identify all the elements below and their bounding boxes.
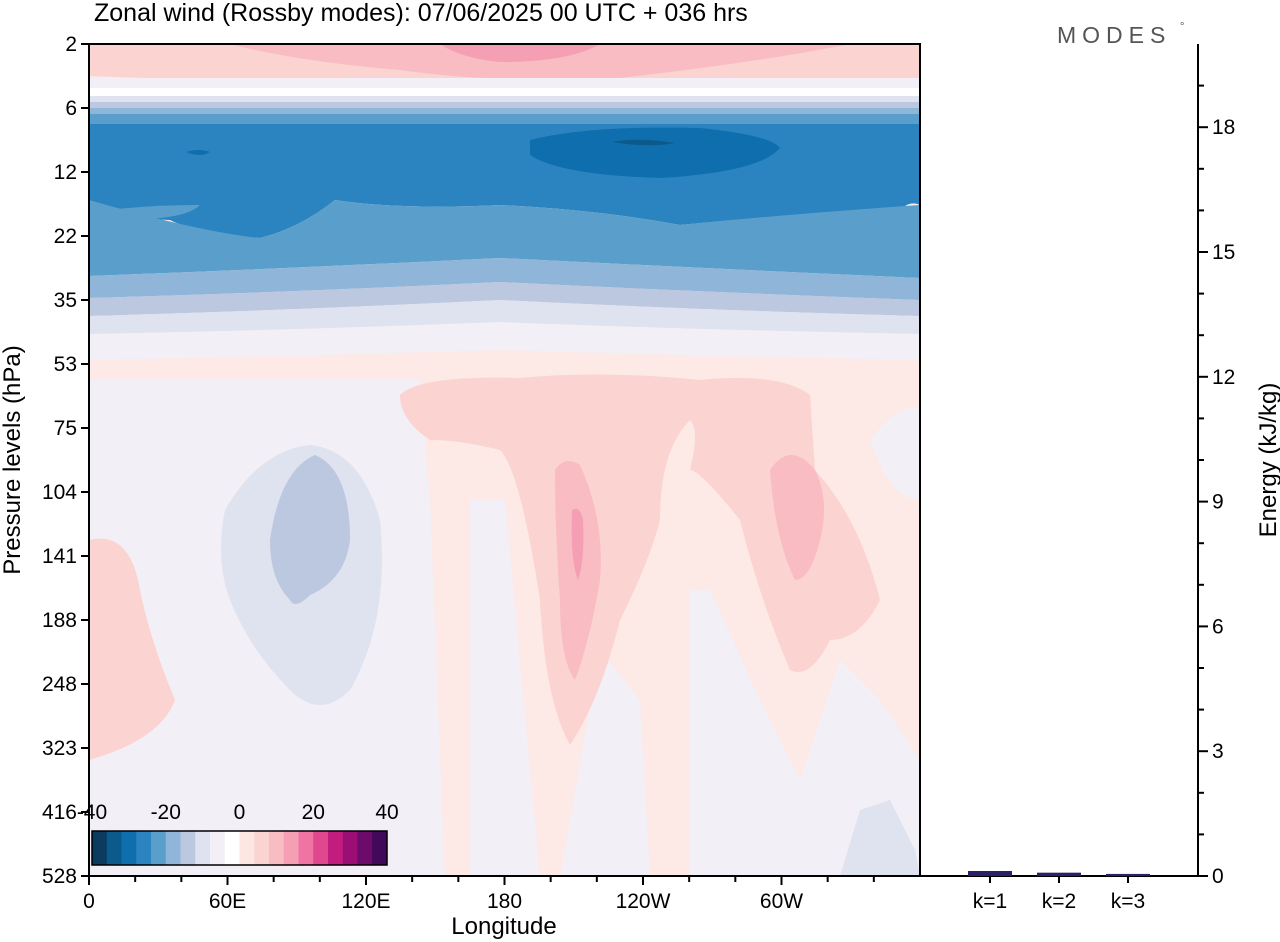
colorbar-swatch [136, 831, 152, 865]
field-jet-core [530, 127, 780, 178]
colorbar-swatch [313, 831, 329, 865]
colorbar-swatch [372, 831, 388, 865]
colorbar-swatch [180, 831, 196, 865]
zonal-wind-field [89, 44, 920, 876]
field-pos-inner-1 [571, 508, 584, 580]
field-band-4 [89, 102, 920, 108]
field-lower-lavender-5 [840, 800, 920, 876]
energy-bar [1106, 873, 1150, 876]
x-tick-label: 60E [209, 890, 246, 913]
colorbar-swatch [283, 831, 299, 865]
colorbar-tick-label: -20 [151, 801, 181, 824]
energy-tick-label: 15 [1212, 241, 1235, 264]
field-band-7 [89, 200, 920, 278]
y-axis-label: Pressure levels (hPa) [0, 345, 26, 574]
field-band-5 [89, 108, 920, 114]
y-tick-label: 416 [42, 801, 77, 824]
colorbar: -40 -20 0 20 40 [77, 801, 399, 866]
field-pos-top [230, 44, 850, 80]
colorbar-swatch [195, 831, 211, 865]
field-band-8 [89, 258, 920, 300]
colorbar-swatch [210, 831, 226, 865]
colorbar-swatch [224, 831, 240, 865]
field-band-9 [89, 282, 920, 316]
y-tick-label: 12 [54, 161, 77, 184]
modes-logo: MODES [1057, 22, 1171, 48]
field-lower-lavender-4 [690, 590, 920, 876]
energy-tick-label: 6 [1212, 615, 1224, 638]
colorbar-tick-label: 40 [375, 801, 398, 824]
energy-panel: 0 3 6 9 12 15 18 k=1 k=2 k=3 [919, 44, 1235, 913]
chart-title: Zonal wind (Rossby modes): 07/06/2025 00… [94, 0, 748, 27]
x-tick-label: 120W [616, 890, 671, 913]
colorbar-swatch [106, 831, 122, 865]
energy-tick-label: 3 [1212, 740, 1224, 763]
y-tick-label: 6 [65, 97, 77, 120]
energy-tick-label: 9 [1212, 491, 1224, 514]
field-left-pink [89, 538, 175, 760]
field-lower-lavender-3 [560, 650, 650, 876]
colorbar-tick-label: -40 [77, 801, 107, 824]
field-band-6 [89, 114, 920, 124]
y-tick-label: 141 [42, 545, 77, 568]
field-jet-core-inner [612, 139, 675, 146]
y-tick-label: 323 [42, 737, 77, 760]
colorbar-swatch [269, 831, 285, 865]
colorbar-swatch [342, 831, 358, 865]
field-band-11 [89, 322, 920, 360]
energy-tick-label: 0 [1212, 865, 1224, 888]
x-axis-label: Longitude [451, 913, 556, 940]
y-tick-label: 2 [65, 33, 77, 56]
field-pos-mid-2 [770, 455, 824, 580]
colorbar-swatch [254, 831, 270, 865]
energy-category-label: k=2 [1042, 890, 1076, 913]
field-band-10 [89, 300, 920, 334]
energy-bar [1037, 872, 1081, 876]
colorbar-swatch [151, 831, 167, 865]
energy-category-label: k=3 [1111, 890, 1145, 913]
x-axis: 0 60E 120E 180 120W 60W [83, 876, 875, 913]
field-band-1 [89, 78, 920, 88]
y-tick-label: 104 [42, 481, 77, 504]
y-tick-label: 528 [42, 865, 77, 888]
y-tick-label: 188 [42, 609, 77, 632]
y-tick-label: 22 [54, 225, 77, 248]
y-tick-label: 35 [54, 289, 77, 312]
colorbar-swatch [92, 831, 108, 865]
field-neg-inner [270, 455, 350, 604]
field-jet-blob-2 [186, 150, 210, 155]
colorbar-frame [91, 830, 388, 866]
field-band-2 [89, 88, 920, 96]
x-tick-label: 60W [760, 890, 803, 913]
logo-registered-mark: ° [1180, 21, 1184, 33]
colorbar-swatch [298, 831, 314, 865]
field-pos-outer [400, 374, 880, 745]
colorbar-tick-label: 0 [234, 801, 246, 824]
colorbar-swatch [239, 831, 255, 865]
colorbar-swatch [121, 831, 137, 865]
colorbar-swatch [165, 831, 181, 865]
x-tick-label: 0 [83, 890, 95, 913]
field-right-lavender [870, 408, 920, 500]
y-tick-label: 248 [42, 673, 77, 696]
x-tick-label: 180 [487, 890, 522, 913]
colorbar-swatch [357, 831, 373, 865]
field-lower-lavender-2 [470, 500, 540, 876]
energy-tick-label: 12 [1212, 366, 1235, 389]
energy-bar [968, 871, 1012, 876]
x-tick-label: 120E [341, 890, 390, 913]
energy-tick-label: 18 [1212, 116, 1235, 139]
y-axis: 2 6 12 22 35 53 75 104 141 188 248 323 416 528 [42, 33, 89, 888]
colorbar-swatch [328, 831, 344, 865]
y-tick-label: 75 [54, 417, 77, 440]
energy-axis-label: Energy (kJ/kg) [1255, 383, 1280, 538]
energy-category-label: k=1 [973, 890, 1007, 913]
field-pos-top-inner [440, 44, 600, 62]
colorbar-tick-label: 20 [302, 801, 325, 824]
y-tick-label: 53 [54, 353, 77, 376]
field-band-3 [89, 96, 920, 102]
